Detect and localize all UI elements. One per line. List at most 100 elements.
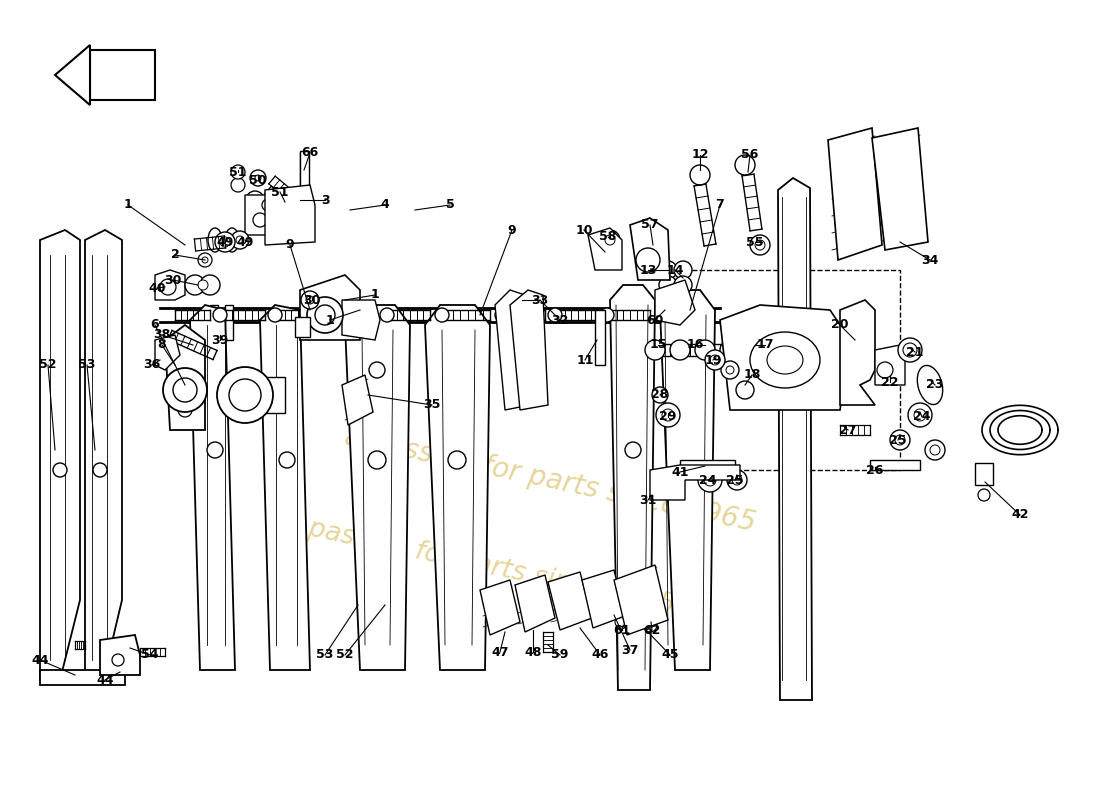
Polygon shape bbox=[720, 305, 850, 410]
Text: 4: 4 bbox=[381, 198, 389, 211]
Text: 47: 47 bbox=[492, 646, 508, 658]
Circle shape bbox=[214, 232, 235, 252]
Polygon shape bbox=[654, 280, 695, 325]
Text: a passion for parts since 1965: a passion for parts since 1965 bbox=[283, 511, 678, 619]
Polygon shape bbox=[40, 670, 125, 685]
Circle shape bbox=[644, 618, 657, 632]
Polygon shape bbox=[582, 570, 625, 628]
Circle shape bbox=[448, 451, 466, 469]
Circle shape bbox=[198, 253, 212, 267]
Text: 55: 55 bbox=[746, 235, 763, 249]
Text: 23: 23 bbox=[926, 378, 944, 391]
Circle shape bbox=[625, 442, 641, 458]
Polygon shape bbox=[300, 275, 360, 340]
Text: 36: 36 bbox=[143, 358, 161, 371]
Circle shape bbox=[185, 275, 205, 295]
Circle shape bbox=[750, 235, 770, 255]
Text: 52: 52 bbox=[40, 358, 57, 371]
Circle shape bbox=[660, 297, 676, 313]
Polygon shape bbox=[872, 128, 928, 250]
Circle shape bbox=[173, 378, 197, 402]
Text: 52: 52 bbox=[337, 649, 354, 662]
Circle shape bbox=[236, 236, 244, 244]
Circle shape bbox=[217, 367, 273, 423]
Circle shape bbox=[720, 340, 740, 360]
Polygon shape bbox=[90, 50, 155, 100]
Circle shape bbox=[695, 340, 715, 360]
Circle shape bbox=[690, 165, 710, 185]
Circle shape bbox=[898, 338, 922, 362]
Circle shape bbox=[674, 276, 692, 294]
Bar bbox=[975, 463, 993, 485]
Polygon shape bbox=[342, 375, 373, 425]
Circle shape bbox=[246, 191, 264, 209]
Circle shape bbox=[925, 440, 945, 460]
Text: 46: 46 bbox=[592, 649, 608, 662]
Circle shape bbox=[656, 403, 680, 427]
Circle shape bbox=[178, 403, 192, 417]
Text: 11: 11 bbox=[576, 354, 594, 366]
Circle shape bbox=[434, 308, 449, 322]
Circle shape bbox=[315, 305, 336, 325]
Text: 38: 38 bbox=[153, 329, 170, 342]
Text: 41: 41 bbox=[671, 466, 689, 478]
Polygon shape bbox=[190, 305, 235, 670]
Polygon shape bbox=[155, 335, 180, 370]
Circle shape bbox=[670, 340, 690, 360]
Circle shape bbox=[652, 387, 668, 403]
Text: 30: 30 bbox=[164, 274, 182, 286]
Text: 6: 6 bbox=[151, 318, 160, 331]
Text: 59: 59 bbox=[551, 649, 569, 662]
Circle shape bbox=[307, 297, 343, 333]
Polygon shape bbox=[155, 270, 185, 300]
Text: 21: 21 bbox=[906, 346, 924, 358]
Polygon shape bbox=[510, 290, 548, 410]
Text: 44: 44 bbox=[97, 674, 113, 686]
Circle shape bbox=[770, 340, 790, 360]
Circle shape bbox=[736, 381, 754, 399]
Text: 19: 19 bbox=[704, 354, 722, 366]
Text: 58: 58 bbox=[600, 230, 617, 243]
Circle shape bbox=[698, 468, 722, 492]
Text: 15: 15 bbox=[649, 338, 667, 351]
Circle shape bbox=[600, 308, 614, 322]
Circle shape bbox=[659, 276, 676, 294]
Circle shape bbox=[705, 350, 725, 370]
Polygon shape bbox=[840, 300, 874, 405]
Circle shape bbox=[200, 275, 220, 295]
Circle shape bbox=[895, 435, 905, 445]
Bar bbox=[670, 270, 900, 470]
Text: 14: 14 bbox=[667, 263, 684, 277]
Text: 39: 39 bbox=[211, 334, 229, 346]
Polygon shape bbox=[425, 305, 490, 670]
Text: 60: 60 bbox=[647, 314, 663, 326]
Text: 53: 53 bbox=[317, 649, 333, 662]
Circle shape bbox=[253, 213, 267, 227]
Circle shape bbox=[306, 296, 313, 304]
Text: 30: 30 bbox=[304, 294, 321, 306]
Circle shape bbox=[647, 622, 653, 628]
Text: 25: 25 bbox=[889, 434, 906, 446]
Circle shape bbox=[662, 409, 674, 421]
Text: 8: 8 bbox=[157, 338, 166, 351]
Polygon shape bbox=[828, 128, 882, 260]
Text: 16: 16 bbox=[686, 338, 704, 351]
Circle shape bbox=[659, 261, 676, 279]
Polygon shape bbox=[85, 230, 122, 680]
Polygon shape bbox=[778, 178, 812, 700]
Text: 20: 20 bbox=[832, 318, 849, 331]
Polygon shape bbox=[588, 228, 621, 270]
Polygon shape bbox=[342, 300, 380, 340]
Text: 34: 34 bbox=[922, 254, 938, 266]
Circle shape bbox=[755, 240, 764, 250]
Circle shape bbox=[732, 475, 742, 485]
Text: 29: 29 bbox=[659, 410, 676, 423]
Circle shape bbox=[231, 165, 245, 179]
Text: 13: 13 bbox=[639, 263, 657, 277]
Circle shape bbox=[890, 430, 910, 450]
Ellipse shape bbox=[226, 228, 239, 252]
Circle shape bbox=[279, 196, 293, 210]
Polygon shape bbox=[874, 345, 905, 385]
Circle shape bbox=[726, 366, 734, 374]
Text: 17: 17 bbox=[757, 338, 773, 351]
